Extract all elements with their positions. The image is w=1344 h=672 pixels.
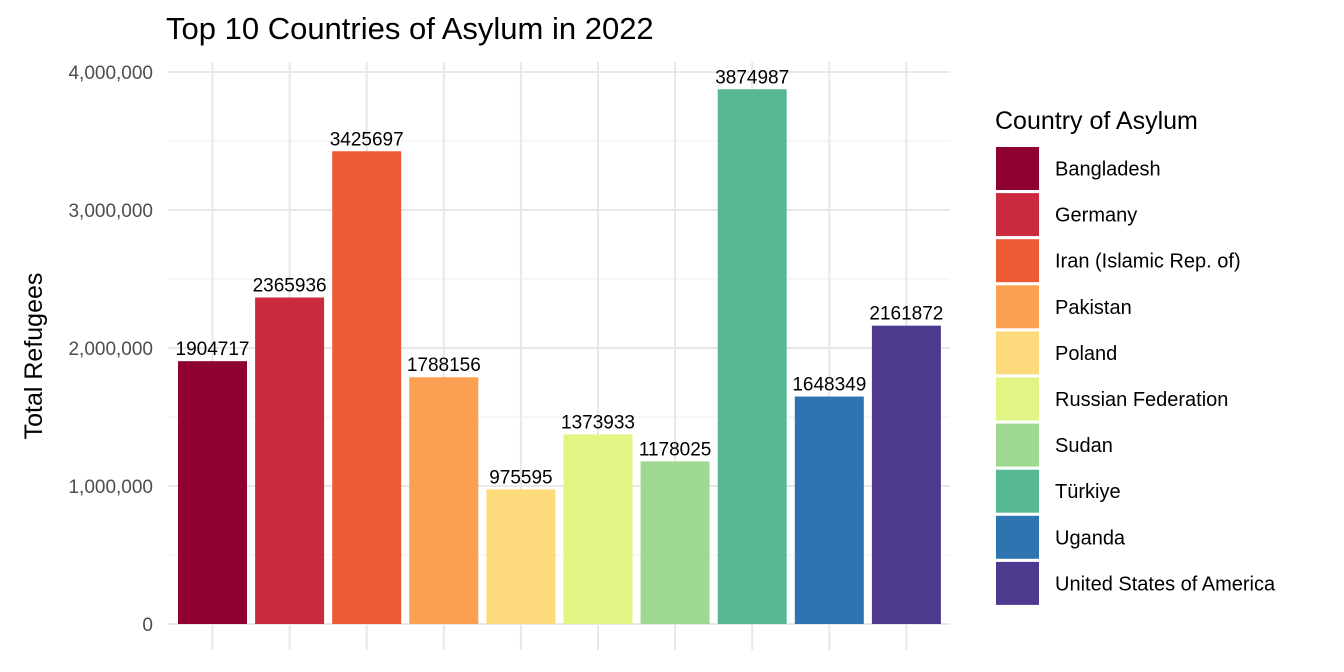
data-label: 1648349 xyxy=(792,375,866,396)
data-label: 1788156 xyxy=(407,355,481,376)
legend-label: Bangladesh xyxy=(1055,159,1161,181)
legend-label: Iran (Islamic Rep. of) xyxy=(1055,251,1241,273)
chart-title: Top 10 Countries of Asylum in 2022 xyxy=(166,11,654,46)
data-label: 975595 xyxy=(489,467,552,488)
legend-label: Sudan xyxy=(1055,435,1113,457)
y-axis-label: Total Refugees xyxy=(20,273,48,440)
data-label: 1178025 xyxy=(639,439,712,460)
legend-swatch xyxy=(996,469,1039,513)
legend-label: Uganda xyxy=(1055,527,1126,549)
legend-swatch xyxy=(996,147,1039,190)
legend-swatch xyxy=(996,377,1039,421)
legend-label: Russian Federation xyxy=(1055,389,1228,411)
data-label: 1373933 xyxy=(561,412,635,433)
data-label: 2365936 xyxy=(253,276,327,297)
bars xyxy=(178,89,941,625)
legend-title: Country of Asylum xyxy=(995,107,1198,135)
y-tick-label: 4,000,000 xyxy=(68,63,153,84)
bar xyxy=(717,89,787,625)
bar xyxy=(178,361,247,624)
y-axis-ticks: 0 1,000,000 2,000,000 3,000,000 4,000,000 xyxy=(68,63,153,636)
data-label: 1904717 xyxy=(176,339,250,360)
bar xyxy=(409,377,479,624)
legend-swatch xyxy=(996,515,1039,559)
data-label: 2161872 xyxy=(869,304,943,325)
legend-label: Pakistan xyxy=(1055,297,1132,319)
legend-swatch xyxy=(996,285,1039,329)
legend-label: Poland xyxy=(1055,343,1117,365)
data-labels: 1904717 2365936 3425697 1788156 975595 137393… xyxy=(176,67,944,488)
y-tick-label: 0 xyxy=(142,615,153,636)
y-tick-label: 2,000,000 xyxy=(68,339,153,360)
legend-label: Türkiye xyxy=(1055,481,1121,503)
bar xyxy=(871,325,941,624)
legend-swatch xyxy=(996,331,1039,375)
legend-label: Germany xyxy=(1055,205,1137,227)
bar xyxy=(486,489,556,624)
legend-swatch xyxy=(996,423,1039,467)
bar xyxy=(563,434,633,624)
data-label: 3874987 xyxy=(715,67,789,88)
bar xyxy=(794,396,864,624)
bar xyxy=(255,297,325,624)
legend-items: Bangladesh Germany Iran (Islamic Rep. of) P… xyxy=(996,147,1276,605)
legend-swatch xyxy=(996,561,1039,605)
legend-swatch xyxy=(996,193,1039,237)
y-tick-label: 1,000,000 xyxy=(68,477,153,498)
bar xyxy=(332,151,402,624)
legend-label: United States of America xyxy=(1055,573,1276,595)
data-label: 3425697 xyxy=(330,129,404,150)
bar xyxy=(640,461,710,624)
legend-swatch xyxy=(996,239,1039,283)
y-tick-label: 3,000,000 xyxy=(68,201,153,222)
legend: Country of Asylum Bangladesh Germany Iran … xyxy=(995,107,1276,605)
